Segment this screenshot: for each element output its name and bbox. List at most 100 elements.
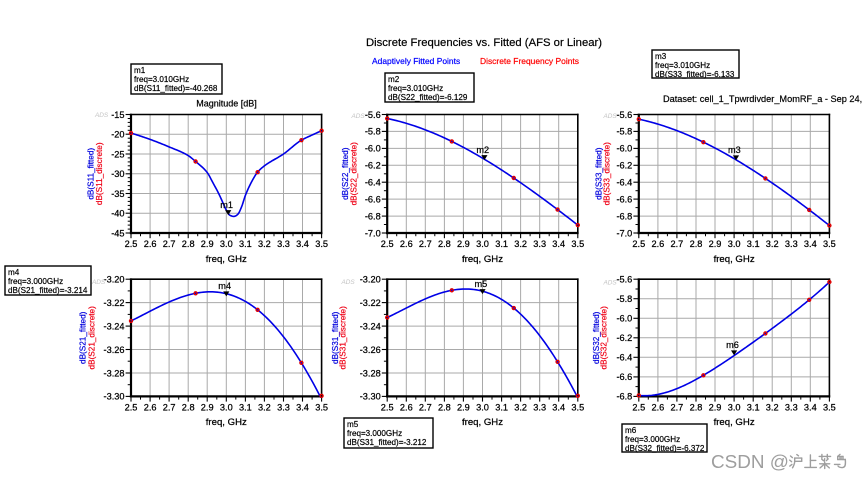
svg-text:m2: m2 (388, 75, 400, 84)
svg-text:2.6: 2.6 (144, 239, 157, 249)
svg-text:-3.26: -3.26 (104, 345, 125, 355)
svg-text:-3.28: -3.28 (360, 368, 381, 378)
svg-text:3.5: 3.5 (571, 239, 584, 249)
svg-text:2.6: 2.6 (652, 403, 665, 413)
svg-text:Magnitude [dB]: Magnitude [dB] (196, 99, 257, 109)
svg-text:ADS: ADS (341, 279, 356, 286)
svg-text:2.6: 2.6 (400, 239, 413, 249)
svg-text:m2: m2 (476, 145, 489, 155)
svg-text:m4: m4 (8, 268, 20, 277)
svg-text:-6.2: -6.2 (616, 161, 632, 171)
svg-text:freq, GHz: freq, GHz (206, 417, 247, 428)
svg-text:-3.20: -3.20 (104, 275, 125, 285)
svg-text:m6: m6 (625, 426, 637, 435)
svg-text:2.8: 2.8 (438, 239, 451, 249)
svg-text:m5: m5 (347, 420, 359, 429)
svg-text:-6.0: -6.0 (616, 144, 632, 154)
svg-text:2.5: 2.5 (125, 403, 138, 413)
svg-text:-15: -15 (111, 110, 124, 120)
svg-text:-6.6: -6.6 (616, 194, 632, 204)
svg-text:-3.24: -3.24 (360, 321, 381, 331)
svg-text:-3.24: -3.24 (104, 321, 125, 331)
svg-text:freq, GHz: freq, GHz (714, 417, 755, 428)
svg-text:-3.26: -3.26 (360, 345, 381, 355)
svg-text:-3.22: -3.22 (360, 298, 381, 308)
svg-text:3.0: 3.0 (728, 239, 741, 249)
svg-text:3.2: 3.2 (514, 239, 527, 249)
svg-text:Adaptively Fitted Points: Adaptively Fitted Points (372, 56, 460, 66)
svg-text:3.4: 3.4 (552, 403, 565, 413)
svg-text:freq=3.000GHz: freq=3.000GHz (625, 435, 680, 444)
svg-text:3.2: 3.2 (258, 403, 271, 413)
svg-text:dB(S11_discrete): dB(S11_discrete) (95, 142, 104, 205)
svg-text:-35: -35 (111, 189, 124, 199)
svg-text:3.4: 3.4 (296, 403, 309, 413)
svg-text:3.3: 3.3 (785, 239, 798, 249)
svg-text:2.8: 2.8 (438, 403, 451, 413)
svg-text:3.3: 3.3 (785, 403, 798, 413)
svg-text:Dataset: cell_1_Tpwrdivder_Mom: Dataset: cell_1_Tpwrdivder_MomRF_a - Sep… (663, 94, 862, 104)
svg-text:dB(S22_fitted): dB(S22_fitted) (341, 147, 350, 200)
svg-text:3.1: 3.1 (239, 403, 252, 413)
svg-text:3.5: 3.5 (571, 403, 584, 413)
svg-text:-7.0: -7.0 (616, 228, 632, 238)
svg-text:CSDN @: CSDN @ (711, 452, 789, 473)
svg-text:3.3: 3.3 (533, 403, 546, 413)
svg-text:dB(S22_fitted)=-6.129: dB(S22_fitted)=-6.129 (388, 93, 468, 102)
svg-text:-3.20: -3.20 (360, 275, 381, 285)
svg-text:3.1: 3.1 (747, 239, 760, 249)
svg-text:3.0: 3.0 (728, 403, 741, 413)
svg-text:-6.2: -6.2 (616, 333, 632, 343)
svg-text:ADS: ADS (603, 280, 618, 287)
svg-text:freq=3.010GHz: freq=3.010GHz (388, 84, 443, 93)
svg-text:dB(S32_discrete): dB(S32_discrete) (600, 306, 609, 370)
svg-text:2.8: 2.8 (690, 403, 703, 413)
svg-text:-6.0: -6.0 (616, 314, 632, 324)
svg-text:m6: m6 (726, 340, 739, 350)
svg-text:2.5: 2.5 (381, 239, 394, 249)
svg-text:m1: m1 (134, 66, 146, 75)
svg-text:-5.8: -5.8 (365, 127, 381, 137)
svg-text:-40: -40 (111, 209, 124, 219)
svg-text:-5.6: -5.6 (616, 110, 632, 120)
svg-text:dB(S31_fitted): dB(S31_fitted) (331, 311, 340, 364)
svg-text:3.3: 3.3 (533, 239, 546, 249)
svg-text:-7.0: -7.0 (365, 228, 381, 238)
svg-text:3.1: 3.1 (747, 403, 760, 413)
svg-text:2.8: 2.8 (182, 403, 195, 413)
svg-text:dB(S32_fitted)=-6.372: dB(S32_fitted)=-6.372 (625, 444, 705, 453)
svg-text:2.9: 2.9 (709, 403, 722, 413)
svg-text:3.3: 3.3 (277, 239, 290, 249)
svg-text:-6.0: -6.0 (365, 144, 381, 154)
svg-text:2.8: 2.8 (182, 239, 195, 249)
svg-text:dB(S33_discrete): dB(S33_discrete) (603, 142, 612, 206)
svg-text:m4: m4 (218, 281, 231, 291)
svg-text:-5.6: -5.6 (616, 275, 632, 285)
svg-text:2.6: 2.6 (144, 403, 157, 413)
svg-text:ADS: ADS (603, 113, 618, 120)
svg-text:3.2: 3.2 (766, 403, 779, 413)
svg-text:dB(S31_discrete): dB(S31_discrete) (339, 306, 348, 370)
svg-text:2.5: 2.5 (381, 403, 394, 413)
svg-text:freq, GHz: freq, GHz (462, 417, 503, 428)
svg-text:-6.6: -6.6 (365, 194, 381, 204)
svg-text:2.7: 2.7 (419, 239, 432, 249)
svg-text:3.1: 3.1 (495, 403, 508, 413)
svg-text:2.7: 2.7 (671, 403, 684, 413)
svg-text:2.9: 2.9 (201, 403, 214, 413)
svg-text:3.2: 3.2 (514, 403, 527, 413)
svg-text:-3.28: -3.28 (104, 368, 125, 378)
svg-text:2.7: 2.7 (163, 239, 176, 249)
svg-text:-3.30: -3.30 (104, 392, 125, 402)
svg-text:3.5: 3.5 (315, 239, 328, 249)
svg-text:dB(S21_fitted)=-3.214: dB(S21_fitted)=-3.214 (8, 286, 88, 295)
svg-text:3.4: 3.4 (552, 239, 565, 249)
svg-text:-25: -25 (111, 149, 124, 159)
svg-text:-6.8: -6.8 (616, 211, 632, 221)
svg-text:dB(S21_discrete): dB(S21_discrete) (88, 306, 97, 370)
svg-text:m1: m1 (220, 200, 233, 210)
svg-text:-45: -45 (111, 228, 124, 238)
svg-text:3.1: 3.1 (495, 239, 508, 249)
svg-text:-6.4: -6.4 (616, 353, 632, 363)
svg-text:-20: -20 (111, 130, 124, 140)
